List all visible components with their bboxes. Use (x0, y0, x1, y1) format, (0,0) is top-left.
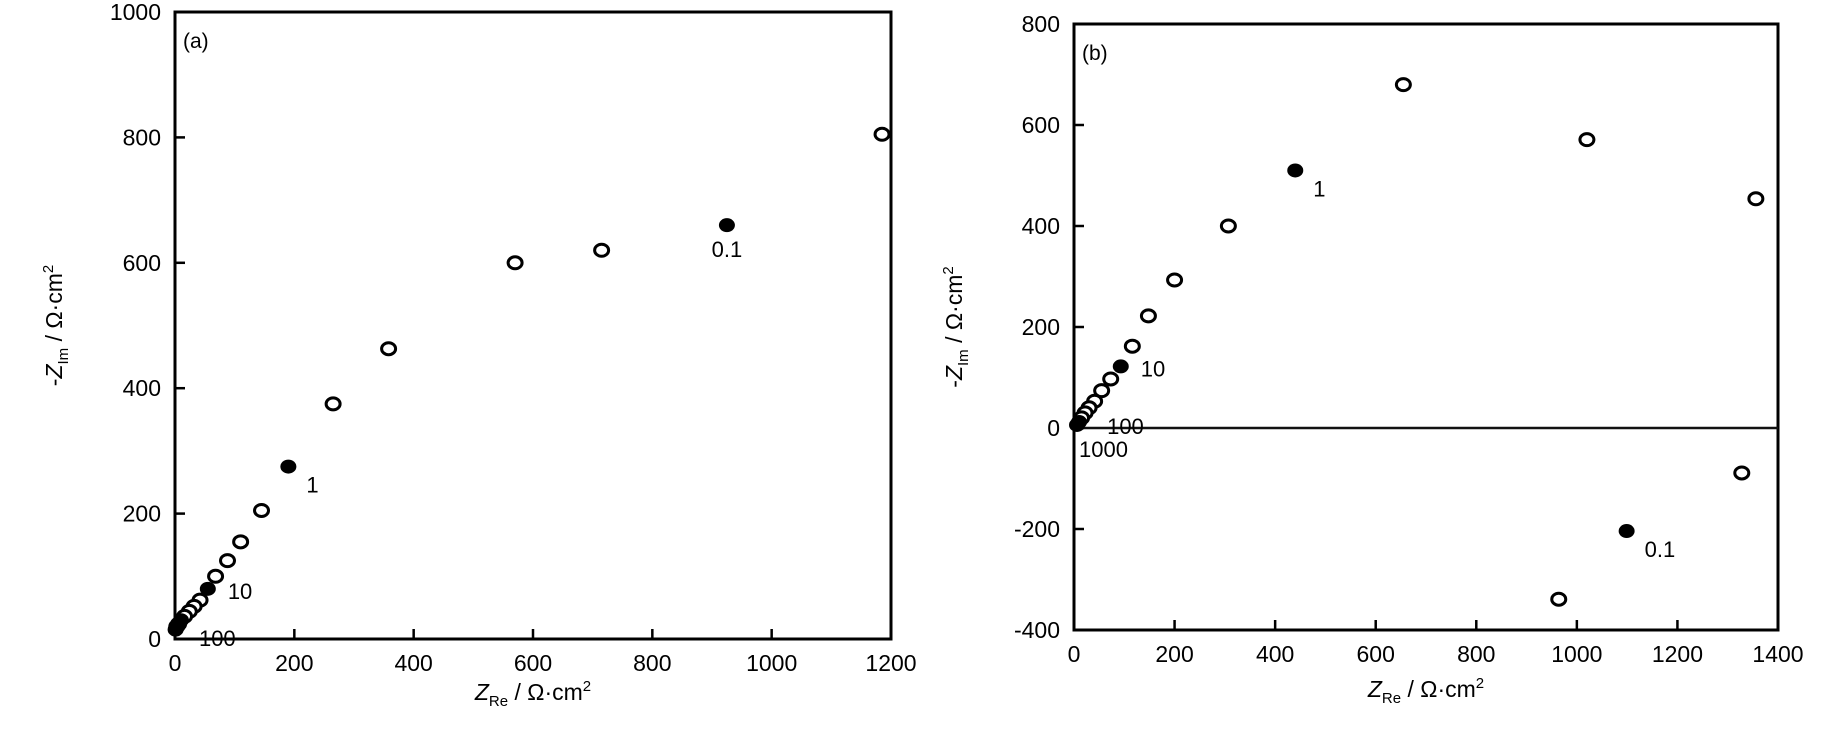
axis-title-prefix: - (941, 380, 967, 388)
filled-data-point (280, 459, 297, 474)
axis-title-subscript: Re (1382, 690, 1401, 707)
filled-data-point (1112, 359, 1129, 374)
x-tick-label: 1200 (1652, 641, 1703, 667)
y-tick-label: 1000 (110, 0, 161, 25)
y-tick-label: -200 (1014, 516, 1060, 542)
frequency-label: 1 (1313, 176, 1325, 201)
filled-data-point (199, 581, 216, 596)
axis-title-superscript: 2 (940, 266, 957, 274)
x-tick-label: 1000 (746, 650, 797, 676)
axis-title-superscript: 2 (1476, 675, 1484, 692)
open-data-point (1166, 272, 1184, 288)
frequency-label: 10 (1141, 356, 1165, 381)
frequency-label: 0.1 (1645, 537, 1676, 562)
panel-label: (a) (183, 30, 209, 53)
x-axis-title: ZRe / Ω·cm2 (474, 678, 591, 710)
panel-a: 0 200 400 600 800 1000 120002004006008001000ZR… (40, 0, 917, 710)
open-data-point (207, 568, 225, 584)
x-tick-label: 1400 (1752, 641, 1803, 667)
x-tick-label: 200 (275, 650, 313, 676)
x-tick-label: 400 (1256, 641, 1294, 667)
axis-title-unit: / Ω·cm (1401, 676, 1476, 702)
axis-title-prefix: - (41, 379, 67, 387)
plot-frame (173, 10, 893, 641)
axis-title-unit: / Ω·cm (941, 275, 967, 350)
open-data-point (593, 242, 611, 258)
open-data-point (1550, 591, 1568, 607)
y-tick-label: 200 (1022, 314, 1060, 340)
axis-title-superscript: 2 (583, 678, 591, 695)
x-tick-label: 0 (1068, 641, 1081, 667)
open-data-point (1733, 465, 1751, 481)
open-data-point (1139, 308, 1157, 324)
frequency-label: 100 (199, 626, 236, 651)
open-data-point (1394, 77, 1412, 93)
axis-title-superscript: 2 (40, 265, 57, 273)
y-axis-title: -ZIm / Ω·cm2 (940, 266, 972, 387)
axis-title-unit: / Ω·cm (41, 273, 67, 348)
panel-b: 0 200 400 600 800 1000 1200 1400 -400 -200 0 200 400… (940, 11, 1804, 707)
frequency-label: 100 (1107, 414, 1144, 439)
filled-data-point (718, 218, 735, 233)
open-data-point (1747, 191, 1765, 207)
open-data-point (873, 126, 891, 142)
axis-title-symbol: Z (1367, 676, 1383, 702)
y-tick-label: 400 (1022, 213, 1060, 239)
open-data-point (1219, 218, 1237, 234)
x-tick-label: 200 (1155, 641, 1193, 667)
y-tick-label: 0 (1047, 415, 1060, 441)
x-tick-label: 400 (394, 650, 432, 676)
x-tick-label: 600 (514, 650, 552, 676)
y-tick-label: 600 (1022, 112, 1060, 138)
axis-title-symbol: Z (474, 679, 490, 705)
x-tick-label: 0 (169, 650, 182, 676)
x-tick-label: 600 (1357, 641, 1395, 667)
open-data-point (1102, 371, 1120, 387)
axis-title-subscript: Im (55, 348, 72, 365)
axis-title-subscript: Re (489, 693, 508, 710)
axis-title-symbol: Z (941, 365, 967, 381)
open-data-point (1123, 338, 1141, 354)
y-axis-title: -ZIm / Ω·cm2 (40, 265, 72, 386)
frequency-label: 1 (306, 473, 318, 498)
x-axis-title: ZRe / Ω·cm2 (1367, 675, 1484, 707)
filled-data-point (167, 622, 184, 637)
open-data-point (506, 255, 524, 271)
open-data-point (232, 534, 250, 550)
open-data-point (253, 502, 271, 518)
y-tick-label: 800 (123, 124, 161, 150)
open-data-point (380, 341, 398, 357)
open-data-point (219, 553, 237, 569)
y-tick-label: -400 (1014, 617, 1060, 643)
x-tick-label: 1000 (1551, 641, 1602, 667)
y-tick-label: 800 (1022, 11, 1060, 37)
y-tick-label: 400 (123, 375, 161, 401)
open-data-point (1093, 383, 1111, 399)
x-tick-label: 1200 (865, 650, 916, 676)
open-data-point (324, 396, 342, 412)
filled-data-point (1069, 417, 1086, 432)
axis-title-subscript: Im (955, 349, 972, 366)
y-tick-label: 600 (123, 250, 161, 276)
filled-data-point (1287, 163, 1304, 178)
open-data-point (1578, 132, 1596, 148)
panel-label: (b) (1082, 42, 1108, 65)
x-tick-label: 800 (633, 650, 671, 676)
y-tick-label: 0 (148, 626, 161, 652)
frequency-label: 1000 (1079, 437, 1128, 462)
y-tick-label: 200 (123, 501, 161, 527)
frequency-label: 10 (228, 579, 252, 604)
frequency-label: 0.1 (712, 237, 743, 262)
axis-title-symbol: Z (41, 364, 67, 380)
axis-title-unit: / Ω·cm (508, 679, 583, 705)
filled-data-point (1618, 524, 1635, 539)
x-tick-label: 800 (1457, 641, 1495, 667)
